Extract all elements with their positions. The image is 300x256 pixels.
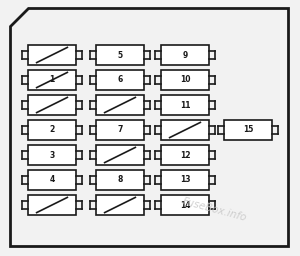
Text: 14: 14 (180, 200, 190, 209)
Text: 12: 12 (180, 151, 190, 159)
Text: FuseBox.info: FuseBox.info (182, 197, 248, 223)
Text: 7: 7 (117, 125, 123, 134)
Bar (96, 120, 144, 140)
Bar (96, 145, 144, 165)
Bar (161, 95, 209, 115)
Bar (161, 170, 209, 190)
Bar (96, 45, 144, 65)
Text: 3: 3 (50, 151, 55, 159)
Bar (28, 45, 76, 65)
Bar (96, 70, 144, 90)
Text: 9: 9 (182, 50, 188, 59)
Text: 2: 2 (50, 125, 55, 134)
Bar (161, 145, 209, 165)
Text: 4: 4 (50, 176, 55, 185)
Bar (28, 120, 76, 140)
Bar (28, 145, 76, 165)
Bar (28, 195, 76, 215)
Text: 6: 6 (117, 76, 123, 84)
Bar (161, 45, 209, 65)
Text: 15: 15 (243, 125, 253, 134)
Text: 5: 5 (117, 50, 123, 59)
Bar (96, 95, 144, 115)
Bar (161, 120, 209, 140)
Bar (161, 195, 209, 215)
Bar (96, 195, 144, 215)
Text: 8: 8 (117, 176, 123, 185)
Text: 1: 1 (50, 76, 55, 84)
Bar (224, 120, 272, 140)
Polygon shape (10, 8, 288, 246)
Text: 13: 13 (180, 176, 190, 185)
Bar (161, 70, 209, 90)
Bar (28, 70, 76, 90)
Bar (28, 95, 76, 115)
Bar (96, 170, 144, 190)
Text: 10: 10 (180, 76, 190, 84)
Text: 11: 11 (180, 101, 190, 110)
Bar (28, 170, 76, 190)
